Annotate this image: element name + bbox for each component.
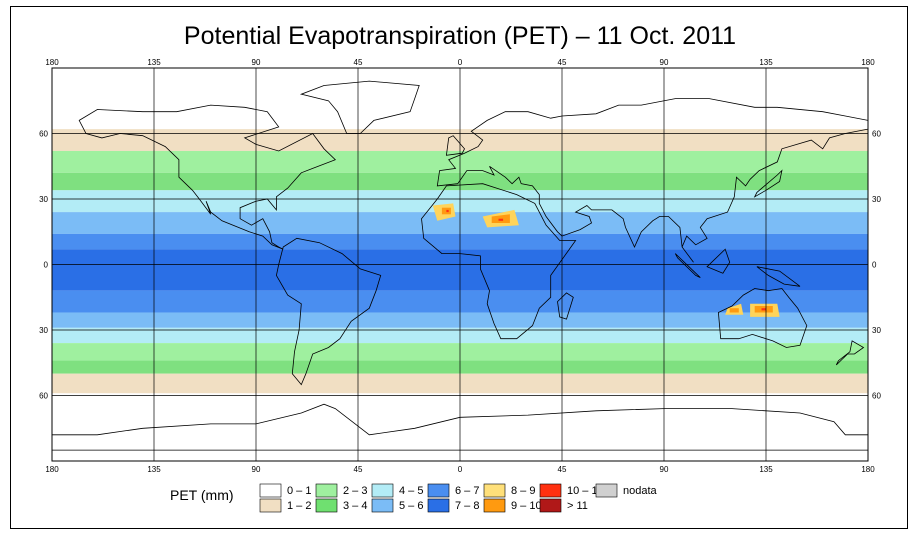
figure-frame (10, 6, 908, 529)
legend-swatch (427, 498, 450, 513)
legend-swatch (427, 483, 450, 498)
lat-tick-label-right: 30 (872, 195, 881, 204)
lon-tick-label-top: 180 (861, 58, 875, 67)
hotspot-core (491, 214, 510, 223)
legend-swatch (539, 498, 562, 513)
lon-tick-label-bottom: 45 (558, 465, 567, 474)
lon-tick-label-bottom: 135 (147, 465, 161, 474)
lat-tick-label-right: 60 (872, 392, 881, 401)
legend-label: 4 – 5 (399, 485, 423, 497)
hotspot-peak (498, 218, 504, 221)
legend-label: nodata (623, 485, 658, 497)
lon-tick-label-bottom: 135 (759, 465, 773, 474)
pet-hotspots (432, 203, 780, 317)
lon-tick-label-bottom: 0 (458, 465, 463, 474)
coastline (706, 248, 731, 274)
coastline (52, 403, 868, 451)
legend-swatch (259, 498, 282, 513)
lon-tick-label-top: 180 (45, 58, 59, 67)
coastline (835, 340, 865, 366)
hotspot-peak (446, 209, 449, 213)
legend-label: > 11 (567, 500, 588, 512)
lat-tick-label-left: 60 (39, 392, 48, 401)
lon-tick-label-bottom: 90 (252, 465, 261, 474)
legend-label: 0 – 1 (287, 485, 311, 497)
legend-label: 1 – 2 (287, 500, 311, 512)
legend-label: 3 – 4 (343, 500, 367, 512)
lat-tick-label-left: 30 (39, 326, 48, 335)
legend-swatch (371, 498, 394, 513)
lon-tick-label-top: 0 (458, 58, 463, 67)
lon-tick-label-top: 90 (252, 58, 261, 67)
coastline (78, 104, 337, 250)
legend-label: 9 – 10 (511, 500, 542, 512)
lon-tick-label-bottom: 45 (354, 465, 363, 474)
coastline (421, 183, 577, 340)
lat-tick-label-left: 0 (44, 261, 49, 270)
legend-label: 6 – 7 (455, 485, 479, 497)
legend: PET (mm) 0 – 1 1 – 2 2 – 3 3 – 4 4 – 5 5 – 6 6… (170, 483, 658, 513)
lon-tick-label-top: 135 (147, 58, 161, 67)
coastline (275, 237, 382, 386)
legend-swatch (315, 498, 338, 513)
legend-title: PET (mm) (170, 487, 234, 503)
coastline (299, 80, 420, 134)
axis-ticks: 180 180 135 135 90 90 45 45 0 0 45 45 90 90 135 135 180 1… (39, 58, 881, 474)
graticule (51, 68, 869, 461)
legend-label: 5 – 6 (399, 500, 423, 512)
lon-tick-label-top: 45 (558, 58, 567, 67)
lat-tick-label-right: 30 (872, 326, 881, 335)
legend-swatch (483, 483, 506, 498)
lat-tick-label-left: 30 (39, 195, 48, 204)
coastlines (52, 80, 868, 451)
legend-swatch (483, 498, 506, 513)
lat-tick-label-left: 60 (39, 130, 48, 139)
lon-tick-label-top: 45 (354, 58, 363, 67)
lon-tick-label-bottom: 180 (45, 465, 59, 474)
lon-tick-label-top: 135 (759, 58, 773, 67)
lon-tick-label-bottom: 180 (861, 465, 875, 474)
coastline (674, 253, 701, 278)
map-border (51, 67, 869, 462)
legend-swatch (539, 483, 562, 498)
lat-tick-label-right: 0 (872, 261, 877, 270)
lat-tick-label-right: 60 (872, 130, 881, 139)
legend-label: 7 – 8 (455, 500, 479, 512)
legend-swatch (259, 483, 282, 498)
legend-label: 8 – 9 (511, 485, 535, 497)
hotspot-core (729, 308, 739, 313)
map-title: Potential Evapotranspiration (PET) – 11 … (183, 22, 737, 50)
legend-swatch (595, 483, 618, 498)
coastline (756, 266, 801, 287)
legend-swatch (315, 483, 338, 498)
legend-swatch (371, 483, 394, 498)
coastline (717, 288, 808, 348)
hotspot-peak (761, 308, 766, 311)
coastline (436, 98, 868, 263)
legend-label: 2 – 3 (343, 485, 367, 497)
lon-tick-label-top: 90 (660, 58, 669, 67)
legend-label: 10 – 11 (567, 485, 603, 497)
lon-tick-label-bottom: 90 (660, 465, 669, 474)
